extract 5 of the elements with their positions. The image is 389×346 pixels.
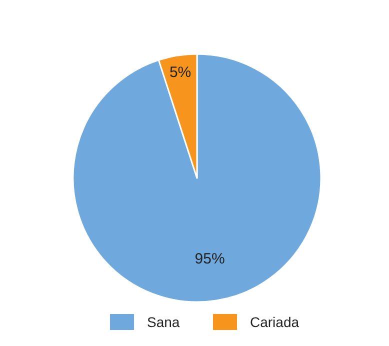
data-label: 5%	[169, 64, 192, 82]
pie-slice	[72, 53, 322, 303]
legend-label: Cariada	[250, 314, 300, 330]
legend-label: Sana	[147, 314, 180, 330]
data-label: 95%	[194, 250, 225, 268]
